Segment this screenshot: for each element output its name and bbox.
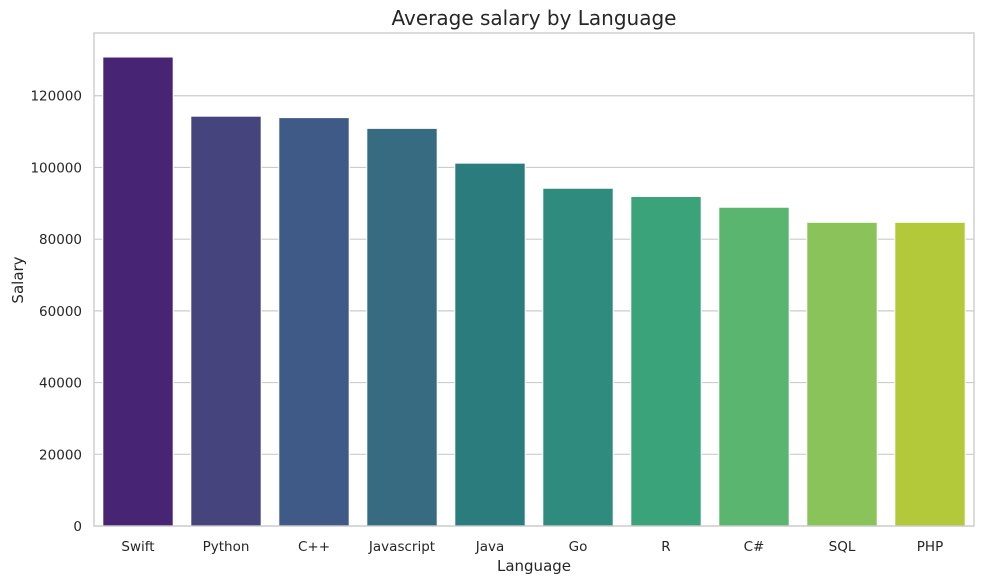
bar-c <box>278 117 350 527</box>
bar-java <box>454 162 526 527</box>
x-tick-label: Swift <box>121 539 154 555</box>
bar-swift <box>102 56 174 527</box>
y-tick-label: 100000 <box>30 160 82 176</box>
x-tick-labels: Swift Python C++ Javascript Java Go R C# SQL PHP <box>121 539 943 555</box>
bar-php <box>894 221 966 527</box>
bar-go <box>542 187 614 527</box>
x-tick-label: SQL <box>829 539 856 555</box>
x-tick-label: Go <box>569 539 588 555</box>
y-tick-label: 60000 <box>39 304 82 320</box>
y-tick-label: 40000 <box>39 376 82 392</box>
y-tick-label: 80000 <box>39 232 82 248</box>
bar-python <box>190 115 262 527</box>
x-tick-label: C++ <box>298 539 330 555</box>
x-axis-label: Language <box>497 557 571 575</box>
bars-layer <box>102 56 966 527</box>
bar-javascript <box>366 127 438 527</box>
y-axis-label: Salary <box>9 256 27 303</box>
x-tick-label: Java <box>475 539 505 555</box>
x-tick-label: R <box>661 539 670 555</box>
bar-sql <box>806 221 878 527</box>
x-tick-label: Javascript <box>368 539 435 555</box>
y-tick-label: 20000 <box>39 447 82 463</box>
chart-title: Average salary by Language <box>392 6 677 30</box>
bar-r <box>630 195 702 527</box>
plot-frame <box>93 32 975 527</box>
y-tick-label: 0 <box>73 519 82 535</box>
x-tick-label: PHP <box>917 539 943 555</box>
x-tick-label: C# <box>744 539 765 555</box>
bar-c <box>718 206 790 527</box>
x-tick-label: Python <box>203 539 250 555</box>
y-tick-label: 120000 <box>30 89 82 105</box>
y-tick-labels: 0 20000 40000 60000 80000 100000 120000 <box>30 89 82 535</box>
